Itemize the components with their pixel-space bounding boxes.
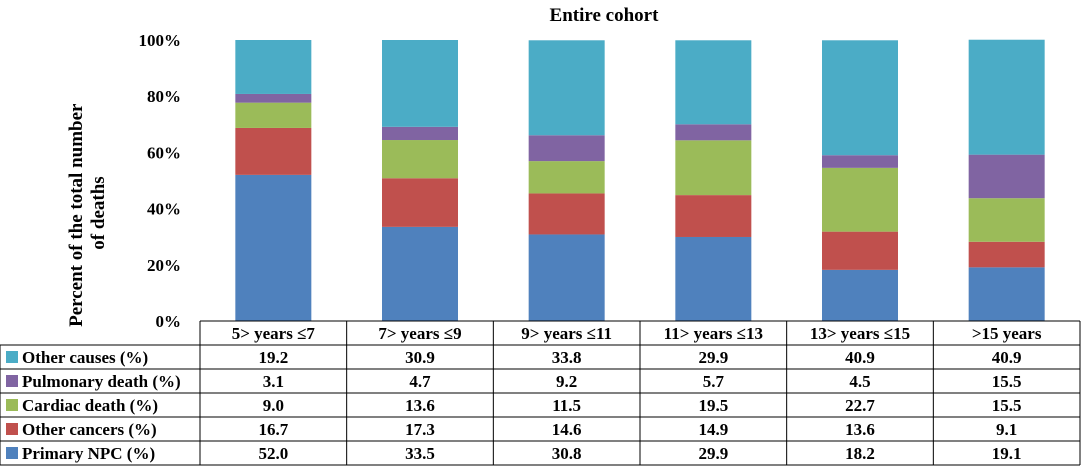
bar-segment	[968, 241, 1045, 268]
y-axis-label-line-2: of deaths	[88, 176, 109, 249]
table-cell-value: 14.6	[552, 420, 582, 439]
table-cell-value: 52.0	[258, 444, 288, 463]
bar-segment	[235, 102, 312, 128]
y-axis-label: Percent of the total number of deaths	[66, 99, 109, 327]
bar-segment	[675, 40, 752, 125]
table-cell-value: 33.5	[405, 444, 435, 463]
bar-segment	[235, 127, 312, 175]
bar-segment	[822, 155, 898, 168]
table-cell-value: 30.8	[552, 444, 582, 463]
bar-segment	[382, 126, 458, 141]
table-cell-value: 19.1	[992, 444, 1022, 463]
table-cell-value: 22.7	[845, 396, 875, 415]
bar-segment	[822, 269, 898, 321]
bar-segment	[675, 140, 752, 196]
legend-swatch	[6, 375, 18, 387]
bar-segment	[528, 135, 605, 162]
bar-segment	[382, 40, 458, 127]
table-cell-value: 29.9	[698, 444, 728, 463]
table-cell-value: 33.8	[552, 348, 582, 367]
table-cell-value: 9.2	[556, 372, 577, 391]
table-cell-value: 4.5	[849, 372, 870, 391]
bar-segment	[528, 193, 605, 235]
table-cell-value: 40.9	[845, 348, 875, 367]
data-table: 5> years ≤7 7> years ≤9 9> years ≤11 11> ye…	[0, 320, 1081, 466]
table-cell-value: 29.9	[698, 348, 728, 367]
table-cell-value: 3.1	[263, 372, 284, 391]
table-cell-value: 5.7	[703, 372, 725, 391]
table-cell-value: 14.9	[698, 420, 728, 439]
bar-segment	[822, 167, 898, 232]
y-axis-label-line-1: Percent of the total number	[66, 103, 87, 327]
table-cell-value: 9.1	[996, 420, 1017, 439]
x-category-label: 11> years ≤13	[664, 324, 763, 343]
bar-segment	[968, 154, 1045, 199]
table-cell-value: 15.5	[992, 372, 1022, 391]
bar-plot-area	[235, 39, 1045, 321]
legend-swatch	[6, 423, 18, 435]
bar-segment	[528, 234, 605, 321]
bar-segment	[968, 267, 1045, 321]
legend-label: Primary NPC (%)	[22, 444, 155, 463]
table-cell-value: 40.9	[992, 348, 1022, 367]
table-cell-value: 11.5	[552, 396, 581, 415]
y-tick-label: 20%	[147, 256, 181, 275]
y-tick-label: 100%	[139, 31, 182, 50]
y-tick-label: 40%	[147, 200, 181, 219]
bar-segment	[528, 161, 605, 194]
bar-segment	[528, 40, 605, 136]
x-category-label: 13> years ≤15	[810, 324, 910, 343]
x-category-label: 7> years ≤9	[378, 324, 461, 343]
legend-label: Cardiac death (%)	[22, 396, 158, 415]
table-cell-value: 15.5	[992, 396, 1022, 415]
legend-label: Other causes (%)	[22, 348, 148, 367]
table-cell-value: 16.7	[258, 420, 288, 439]
chart-title: Entire cohort	[550, 5, 660, 26]
bar-segment	[968, 198, 1045, 242]
legend-label: Pulmonary death (%)	[22, 372, 181, 391]
x-category-label: 9> years ≤11	[521, 324, 612, 343]
table-cell-value: 17.3	[405, 420, 435, 439]
legend-swatch	[6, 399, 18, 411]
x-category-label: 5> years ≤7	[232, 324, 316, 343]
legend-swatch	[6, 351, 18, 363]
x-category-label: >15 years	[972, 324, 1042, 343]
bar-segment	[382, 178, 458, 227]
bar-segment	[382, 140, 458, 179]
table-cell-value: 9.0	[263, 396, 284, 415]
bar-segment	[235, 174, 312, 321]
bar-segment	[675, 195, 752, 237]
table-cell-value: 13.6	[845, 420, 875, 439]
table-cell-value: 30.9	[405, 348, 435, 367]
table-cell-value: 13.6	[405, 396, 435, 415]
bar-segment	[675, 124, 752, 141]
y-axis-ticks: 0% 20% 40% 60% 80% 100%	[139, 31, 182, 331]
bar-segment	[235, 93, 312, 103]
table-cell-value: 18.2	[845, 444, 875, 463]
y-tick-label: 0%	[156, 312, 182, 331]
table-cell-value: 19.2	[258, 348, 288, 367]
bar-segment	[382, 226, 458, 321]
legend-swatch	[6, 447, 18, 459]
table-cell-value: 19.5	[698, 396, 728, 415]
bar-segment	[822, 231, 898, 270]
bar-segment	[675, 236, 752, 321]
bar-segment	[822, 40, 898, 156]
bar-segment	[968, 39, 1045, 155]
bar-segment	[235, 40, 312, 94]
legend-label: Other cancers (%)	[22, 420, 157, 439]
y-tick-label: 60%	[147, 143, 181, 162]
y-tick-label: 80%	[147, 87, 181, 106]
table-cell-value: 4.7	[409, 372, 431, 391]
